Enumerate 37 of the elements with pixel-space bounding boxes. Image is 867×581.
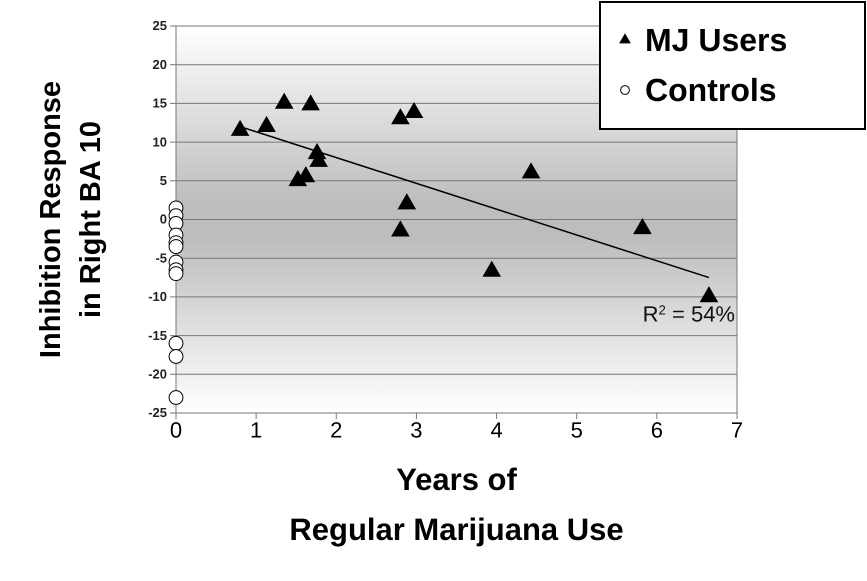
legend-label: Controls	[645, 72, 777, 108]
y-tick-label: 25	[152, 18, 167, 34]
x-tick-label: 1	[250, 418, 262, 443]
x-tick-label: 7	[730, 418, 744, 443]
y-tick-label: 15	[152, 96, 167, 111]
x-axis-title: Years of Regular Marijuana Use	[289, 462, 624, 547]
y-tick-label: -10	[148, 289, 167, 304]
x-tick-label: 5	[570, 418, 583, 443]
annotation: R$^{2}$ = 54%	[642, 301, 735, 326]
y-tick-label: 5	[160, 172, 167, 188]
point	[168, 336, 184, 351]
point	[522, 162, 540, 178]
y-tick-label: 10	[152, 134, 167, 150]
point	[633, 218, 652, 234]
point	[257, 116, 276, 132]
point	[230, 120, 250, 136]
point	[168, 349, 184, 364]
y-tick-label: -15	[148, 328, 167, 343]
y-tick-label: 20	[152, 56, 167, 72]
point	[404, 102, 424, 118]
point	[391, 108, 410, 124]
x-tick-label: 2	[330, 418, 342, 443]
point	[301, 94, 320, 110]
point	[168, 390, 184, 405]
point	[398, 193, 416, 210]
point	[168, 266, 184, 282]
y-tick-label: -25	[148, 405, 167, 420]
point	[274, 92, 294, 109]
x-tick-label: 6	[650, 418, 663, 443]
y-tick-label: -20	[148, 366, 167, 382]
x-tick-label: 4	[490, 418, 503, 443]
y-tick-label: 0	[160, 212, 167, 227]
legend-label: MJ Users	[645, 22, 788, 58]
y-tick-label: -5	[155, 250, 167, 266]
x-tick-label: 3	[410, 418, 423, 443]
y-axis-title: Inhibition Response in Right BA 10	[35, 80, 107, 358]
point	[168, 239, 184, 254]
